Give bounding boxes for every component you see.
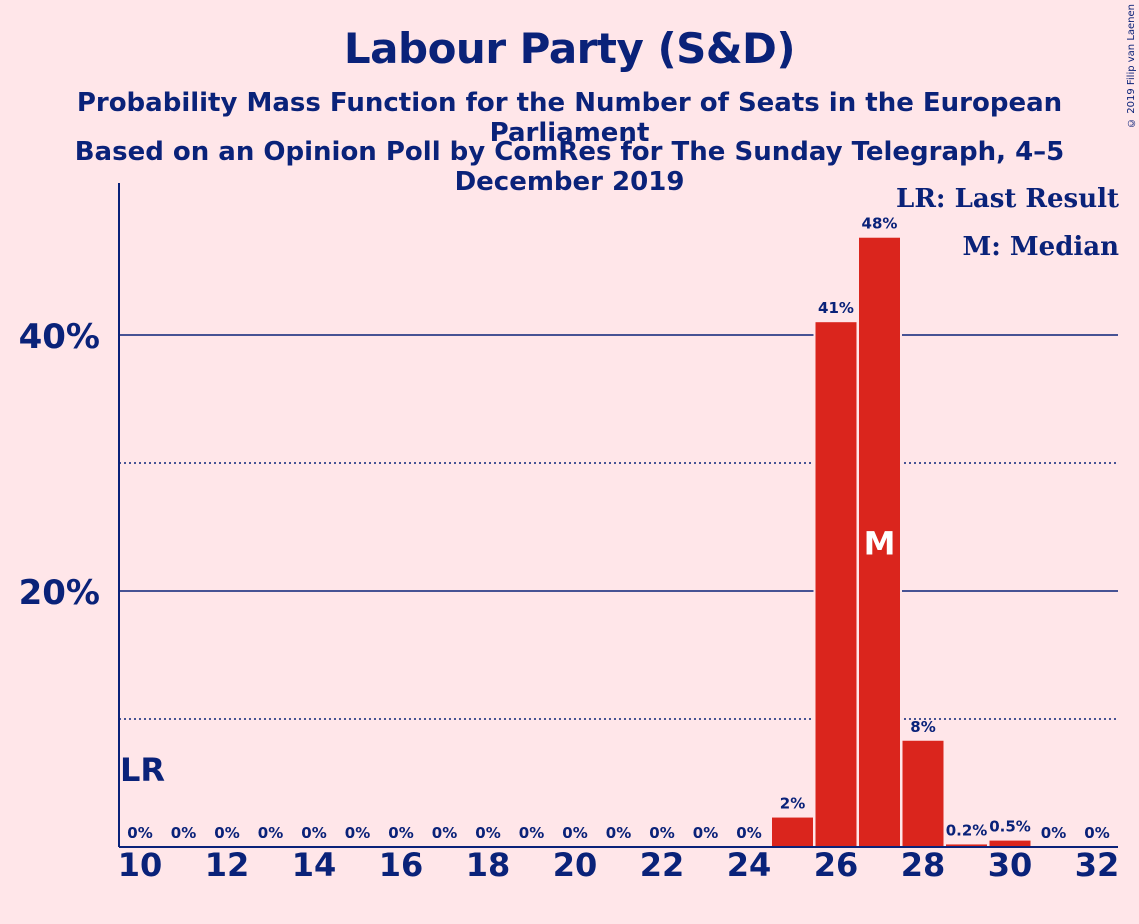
data-label: 48%	[862, 215, 898, 233]
chart-source-subtitle: Based on an Opinion Poll by ComRes for T…	[74, 137, 1065, 197]
data-label: 0%	[475, 824, 500, 842]
data-label: 0%	[301, 824, 326, 842]
y-tick-label: 20%	[19, 573, 100, 613]
data-label: 0%	[736, 824, 761, 842]
data-label: 0%	[127, 824, 152, 842]
x-tick-label: 30	[988, 846, 1033, 884]
x-tick-label: 18	[466, 846, 511, 884]
bar	[946, 844, 987, 847]
legend-median: M: Median	[962, 232, 1119, 262]
data-label: 0%	[649, 824, 674, 842]
data-label: 0%	[171, 824, 196, 842]
data-label: 41%	[818, 299, 854, 317]
data-label: 0%	[388, 824, 413, 842]
data-label: 0%	[1041, 824, 1066, 842]
x-tick-label: 28	[901, 846, 946, 884]
data-label: 0%	[562, 824, 587, 842]
data-label: 0%	[519, 824, 544, 842]
median-marker: M	[864, 524, 896, 562]
data-label: 0.2%	[946, 821, 988, 839]
legend-last-result: LR: Last Result	[896, 184, 1119, 214]
bar	[772, 817, 813, 847]
data-label: 0%	[345, 824, 370, 842]
x-tick-label: 32	[1075, 846, 1120, 884]
x-tick-label: 22	[640, 846, 685, 884]
bar	[815, 322, 857, 847]
x-tick-label: 24	[727, 846, 772, 884]
chart-subtitle: Probability Mass Function for the Number…	[76, 88, 1063, 148]
x-tick-label: 10	[118, 846, 163, 884]
data-label: 0%	[258, 824, 283, 842]
bar	[989, 840, 1031, 847]
bar	[902, 740, 944, 847]
bar	[859, 237, 900, 848]
data-label: 0%	[214, 824, 239, 842]
data-label: 0%	[1084, 824, 1109, 842]
chart-title: Labour Party (S&D)	[343, 24, 796, 73]
x-tick-label: 20	[553, 846, 598, 884]
x-tick-label: 12	[205, 846, 250, 884]
data-label: 0%	[693, 824, 718, 842]
data-label: 2%	[780, 795, 805, 813]
x-tick-label: 26	[814, 846, 859, 884]
x-tick-label: 14	[292, 846, 337, 884]
data-label: 0%	[432, 824, 457, 842]
data-label: 0%	[606, 824, 631, 842]
data-label: 0.5%	[989, 818, 1031, 836]
y-tick-label: 40%	[19, 317, 100, 357]
x-tick-label: 16	[379, 846, 424, 884]
last-result-marker: LR	[120, 751, 165, 789]
data-label: 8%	[910, 718, 935, 736]
